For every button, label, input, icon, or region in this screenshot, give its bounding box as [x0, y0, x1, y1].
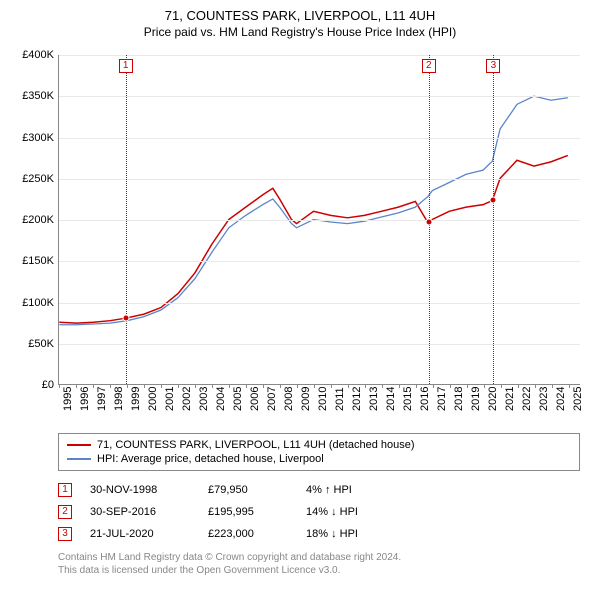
chart-title: 71, COUNTESS PARK, LIVERPOOL, L11 4UH [10, 8, 590, 23]
x-axis-label: 2010 [317, 387, 329, 411]
y-axis-label: £300K [10, 132, 54, 144]
y-axis-label: £200K [10, 214, 54, 226]
x-axis-label: 2023 [538, 387, 550, 411]
transaction-diff: 14% ↓ HPI [306, 506, 426, 518]
marker-dot [425, 219, 432, 226]
legend-swatch [67, 444, 91, 446]
x-axis-label: 2004 [215, 387, 227, 411]
legend-item: 71, COUNTESS PARK, LIVERPOOL, L11 4UH (d… [67, 438, 571, 452]
x-axis-label: 2013 [368, 387, 380, 411]
x-axis-label: 2000 [147, 387, 159, 411]
x-axis-label: 2012 [351, 387, 363, 411]
x-axis-label: 2008 [283, 387, 295, 411]
x-axis-label: 1997 [96, 387, 108, 411]
transaction-diff: 4% ↑ HPI [306, 484, 426, 496]
x-axis-label: 2019 [470, 387, 482, 411]
y-axis-label: £400K [10, 49, 54, 61]
x-axis-label: 2002 [181, 387, 193, 411]
x-axis-label: 2017 [436, 387, 448, 411]
transaction-price: £79,950 [208, 484, 288, 496]
transaction-row: 3 21-JUL-2020 £223,000 18% ↓ HPI [58, 523, 580, 545]
x-axis-label: 2022 [521, 387, 533, 411]
x-axis-label: 1996 [79, 387, 91, 411]
y-axis-label: £100K [10, 297, 54, 309]
transactions-table: 1 30-NOV-1998 £79,950 4% ↑ HPI 2 30-SEP-2016 £… [58, 479, 580, 545]
footer-line: This data is licensed under the Open Gov… [58, 564, 590, 577]
y-axis-label: £50K [10, 338, 54, 350]
footer-line: Contains HM Land Registry data © Crown c… [58, 551, 590, 564]
x-axis-label: 2011 [334, 387, 346, 411]
transaction-row: 2 30-SEP-2016 £195,995 14% ↓ HPI [58, 501, 580, 523]
transaction-date: 21-JUL-2020 [90, 528, 190, 540]
transaction-price: £223,000 [208, 528, 288, 540]
transaction-diff: 18% ↓ HPI [306, 528, 426, 540]
plot-area: 1 2 3 [58, 55, 580, 385]
x-axis-label: 2015 [402, 387, 414, 411]
footer-attribution: Contains HM Land Registry data © Crown c… [58, 551, 590, 577]
marker-label: 1 [119, 59, 133, 73]
x-axis-label: 2007 [266, 387, 278, 411]
x-axis-label: 2001 [164, 387, 176, 411]
transaction-date: 30-SEP-2016 [90, 506, 190, 518]
marker-label: 2 [422, 59, 436, 73]
x-axis-label: 2003 [198, 387, 210, 411]
x-axis-label: 2016 [419, 387, 431, 411]
marker-label: 3 [486, 59, 500, 73]
transaction-date: 30-NOV-1998 [90, 484, 190, 496]
legend: 71, COUNTESS PARK, LIVERPOOL, L11 4UH (d… [58, 433, 580, 471]
x-axis-label: 2024 [555, 387, 567, 411]
legend-swatch [67, 458, 91, 460]
x-axis-label: 2009 [300, 387, 312, 411]
y-axis-label: £150K [10, 255, 54, 267]
x-axis-label: 1995 [62, 387, 74, 411]
transaction-row: 1 30-NOV-1998 £79,950 4% ↑ HPI [58, 479, 580, 501]
series-property [59, 155, 568, 323]
transaction-marker: 1 [58, 483, 72, 497]
y-axis-label: £350K [10, 90, 54, 102]
legend-label: HPI: Average price, detached house, Live… [97, 453, 324, 465]
x-axis-label: 2006 [249, 387, 261, 411]
transaction-price: £195,995 [208, 506, 288, 518]
chart-subtitle: Price paid vs. HM Land Registry's House … [10, 25, 590, 39]
x-axis-label: 2021 [504, 387, 516, 411]
legend-label: 71, COUNTESS PARK, LIVERPOOL, L11 4UH (d… [97, 439, 415, 451]
x-axis-label: 1999 [130, 387, 142, 411]
chart-container: 71, COUNTESS PARK, LIVERPOOL, L11 4UH Pr… [0, 0, 600, 585]
marker-dot [490, 197, 497, 204]
y-axis-label: £0 [10, 379, 54, 391]
x-axis-label: 2014 [385, 387, 397, 411]
x-axis-label: 2018 [453, 387, 465, 411]
transaction-marker: 3 [58, 527, 72, 541]
series-hpi [59, 96, 568, 325]
x-axis-label: 2005 [232, 387, 244, 411]
legend-item: HPI: Average price, detached house, Live… [67, 452, 571, 466]
y-axis-label: £250K [10, 173, 54, 185]
marker-dot [122, 315, 129, 322]
x-axis-label: 1998 [113, 387, 125, 411]
x-axis-label: 2025 [572, 387, 584, 411]
chart-area: 1 2 3 £0 £50K £100K £150K £200K £250K £300K £350K… [10, 47, 590, 427]
transaction-marker: 2 [58, 505, 72, 519]
x-axis-label: 2020 [487, 387, 499, 411]
